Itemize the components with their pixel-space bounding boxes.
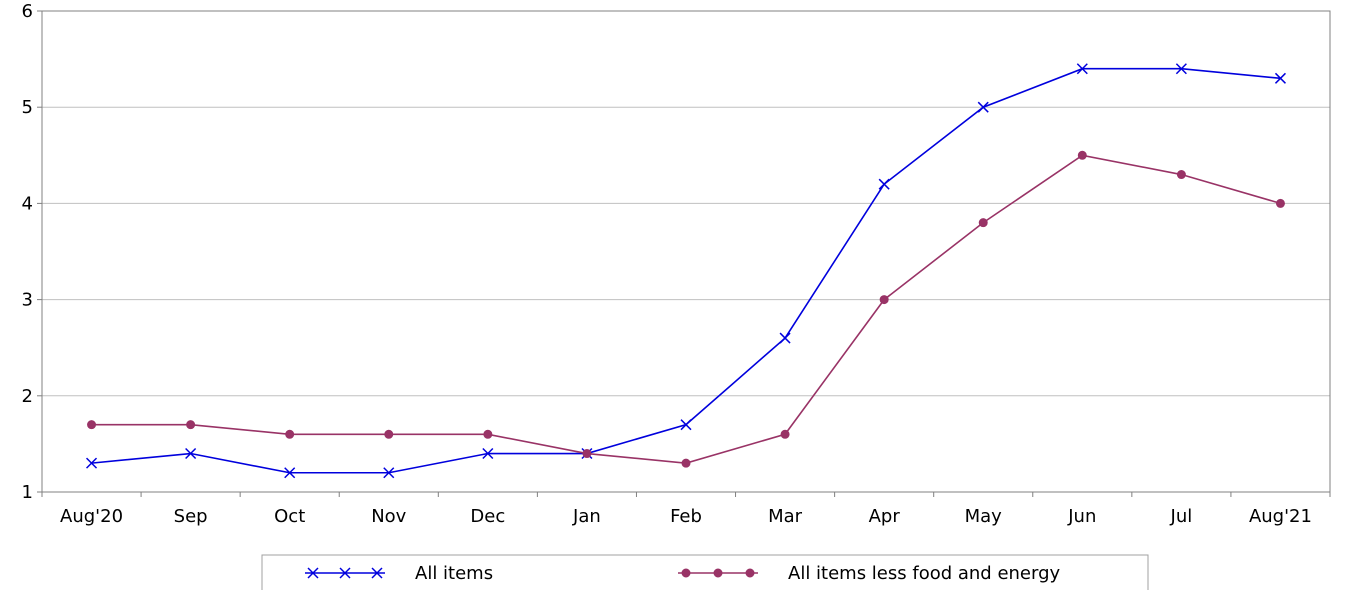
data-point [1077, 150, 1087, 160]
data-point [879, 295, 889, 305]
y-tick-label: 3 [22, 290, 33, 311]
legend-label: All items [415, 563, 493, 584]
x-tick-label: Aug'21 [1249, 506, 1312, 527]
y-tick-label: 4 [22, 193, 33, 214]
data-point [1274, 72, 1286, 84]
data-point [681, 458, 691, 468]
gridlines [42, 106, 1330, 397]
data-point [978, 218, 988, 228]
legend-marker [339, 567, 351, 579]
x-tick-label: Jan [572, 506, 601, 527]
legend-marker [745, 568, 755, 578]
x-tick-label: Dec [470, 506, 505, 527]
data-point [1076, 63, 1088, 75]
x-tick-label: Aug'20 [60, 506, 123, 527]
data-point [185, 447, 197, 460]
legend-marker [307, 567, 319, 579]
x-tick-label: May [965, 506, 1003, 527]
x-tick-label: Oct [274, 506, 305, 527]
data-point [582, 449, 592, 459]
series-line [91, 67, 1281, 474]
x-tick-label: Feb [670, 506, 702, 527]
y-tick-label: 1 [22, 482, 33, 503]
data-point [186, 420, 196, 430]
y-tick-label: 5 [22, 97, 33, 118]
data-point [1176, 170, 1186, 180]
legend-items: All items All items less food and energy [305, 563, 1061, 584]
y-tick-label: 6 [22, 1, 33, 22]
legend: All items All items less food and energy [261, 554, 1149, 590]
legend-label: All items less food and energy [788, 563, 1061, 584]
data-point [483, 429, 493, 439]
series-line [91, 154, 1281, 464]
legend-marker [713, 568, 723, 578]
x-tick-label: Nov [371, 506, 406, 527]
series-lines [86, 63, 1286, 479]
data-point [780, 429, 790, 439]
y-tick-label: 2 [22, 386, 33, 407]
data-point [1175, 63, 1187, 75]
series-0 [86, 63, 1286, 479]
data-point [285, 429, 295, 439]
data-point [87, 420, 97, 430]
data-point [779, 332, 791, 344]
y-axis-ticks: 1 2 3 4 5 6 [22, 1, 42, 503]
legend-item: All items less food and energy [678, 563, 1061, 584]
data-point [482, 447, 494, 460]
legend-marker [681, 568, 691, 578]
x-tick-label: Jul [1170, 506, 1193, 527]
legend-marker [371, 567, 383, 579]
plot-frame [41, 10, 1331, 493]
data-point [383, 467, 395, 479]
x-tick-label: Mar [768, 506, 803, 527]
data-point [284, 467, 296, 479]
series-1 [87, 150, 1285, 468]
x-axis-ticks: Aug'20 Sep Oct Nov Dec Jan Feb Mar Apr May Jun Jul A… [41, 492, 1331, 527]
data-point [384, 429, 394, 439]
data-point [86, 457, 98, 469]
data-point [680, 419, 692, 431]
x-tick-label: Apr [869, 506, 901, 527]
data-point [878, 178, 890, 190]
data-point [977, 101, 989, 113]
data-point [1275, 198, 1285, 208]
legend-item: All items [305, 563, 493, 584]
x-tick-label: Jun [1067, 506, 1096, 527]
x-tick-label: Sep [174, 506, 208, 527]
